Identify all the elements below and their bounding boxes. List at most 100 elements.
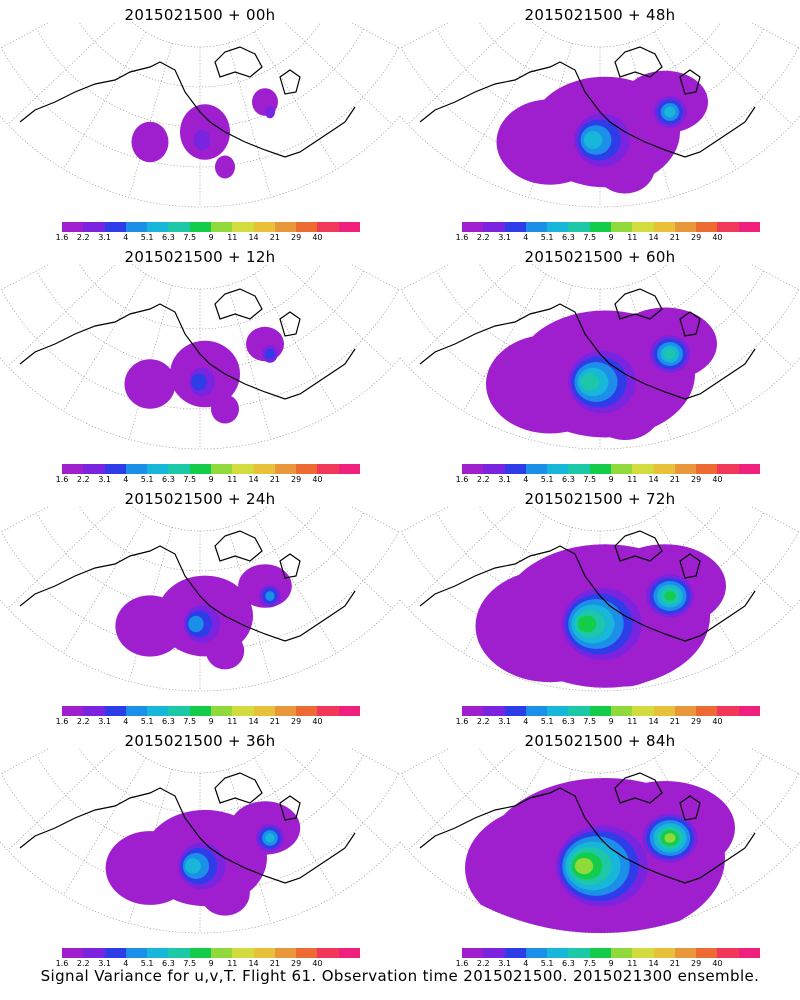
colorbar-tick-label: 14 <box>248 233 259 242</box>
colorbar-tick-label: 29 <box>691 959 702 968</box>
colorbar-tick-label: 4 <box>523 959 529 968</box>
colorbar-tick-label: 4 <box>123 233 129 242</box>
colorbar-swatch <box>674 948 697 958</box>
colorbar-tick-label: 3.1 <box>98 959 111 968</box>
colorbar-swatch <box>717 464 739 474</box>
colorbar-swatch <box>338 222 360 232</box>
colorbar-swatch <box>232 706 254 716</box>
colorbar-swatch <box>589 948 611 958</box>
colorbar-swatch <box>610 222 633 232</box>
colorbar <box>62 706 360 716</box>
variance-region <box>577 615 597 633</box>
colorbar-swatch <box>232 222 254 232</box>
coastline <box>419 530 756 642</box>
colorbar-tick-label: 21 <box>269 233 280 242</box>
forecast-panel: 2015021500 + 60h 1.6 2.2 3.1 4 5.1 6.3 7.5 9 11 14… <box>400 242 800 484</box>
colorbar-tick-label: 2.2 <box>76 717 90 726</box>
colorbar-swatch <box>610 948 633 958</box>
colorbar-tick-label: 2.2 <box>476 233 490 242</box>
forecast-panel: 2015021500 + 48h 1.6 2.2 3.1 4 5.1 6.3 7.5 9 11 14… <box>400 0 800 242</box>
colorbar-swatch <box>696 222 718 232</box>
colorbar-tick-label: 1.6 <box>55 717 69 726</box>
colorbar-swatch <box>589 464 611 474</box>
colorbar-tick-label: 21 <box>669 959 680 968</box>
colorbar-swatch <box>462 464 484 474</box>
colorbar-swatch <box>568 948 590 958</box>
variance-region <box>265 833 275 843</box>
colorbar-tick-label: 9 <box>608 475 614 484</box>
colorbar-swatch <box>632 706 654 716</box>
colorbar-tick-label: 11 <box>627 233 638 242</box>
colorbar-ticks: 1.6 2.2 3.1 4 5.1 6.3 7.5 9 11 14 21 29 40 <box>56 475 360 486</box>
colorbar-tick-label: 2.2 <box>476 717 490 726</box>
variance-region-low <box>215 155 235 179</box>
colorbar-swatch <box>610 706 633 716</box>
colorbar-swatch <box>83 464 105 474</box>
panel-title: 2015021500 + 00h <box>124 6 276 24</box>
colorbar-tick-label: 29 <box>291 233 302 242</box>
colorbar-tick-label: 9 <box>608 717 614 726</box>
colorbar-tick-label: 7.5 <box>183 233 197 242</box>
colorbar-tick-label: 4 <box>523 717 529 726</box>
forecast-panel: 2015021500 + 84h 1.6 2.2 3.1 4 5.1 6.3 7.5 9 11 14… <box>400 726 800 968</box>
colorbar-tick-label: 2.2 <box>476 475 490 484</box>
colorbar-swatch <box>483 464 505 474</box>
colorbar-tick-label: 7.5 <box>183 717 197 726</box>
colorbar-swatch <box>462 706 484 716</box>
colorbar-tick-label: 21 <box>269 959 280 968</box>
colorbar-swatch <box>547 948 569 958</box>
colorbar-swatch <box>296 706 318 716</box>
colorbar-tick-label: 7.5 <box>583 475 597 484</box>
colorbar-tick-label: 3.1 <box>98 717 111 726</box>
variance-region <box>193 129 211 151</box>
colorbar-swatch <box>547 464 569 474</box>
colorbar-swatch <box>189 948 211 958</box>
colorbar-swatch <box>62 222 84 232</box>
colorbar-tick-label: 5.1 <box>140 475 154 484</box>
colorbar-swatch <box>83 222 105 232</box>
colorbar-tick-label: 14 <box>648 717 659 726</box>
colorbar-tick-label: 7.5 <box>183 959 197 968</box>
colorbar-tick-label: 11 <box>627 717 638 726</box>
colorbar-tick-label: 9 <box>608 233 614 242</box>
colorbar-tick-label: 2.2 <box>476 959 490 968</box>
colorbar-tick-label: 6.3 <box>162 959 175 968</box>
colorbar <box>462 948 760 958</box>
colorbar-tick-label: 9 <box>208 717 214 726</box>
colorbar-swatch <box>274 948 297 958</box>
colorbar-swatch <box>296 948 318 958</box>
colorbar-swatch <box>738 706 760 716</box>
colorbar-swatch <box>253 222 275 232</box>
colorbar-tick-label: 5.1 <box>140 233 154 242</box>
variance-region <box>574 857 594 875</box>
variance-region <box>664 591 676 601</box>
colorbar-ticks: 1.6 2.2 3.1 4 5.1 6.3 7.5 9 11 14 21 29 40 <box>456 233 760 244</box>
forecast-panel: 2015021500 + 24h 1.6 2.2 3.1 4 5.1 6.3 7.5 9 11 14… <box>0 484 400 726</box>
colorbar-swatch <box>210 948 233 958</box>
colorbar-swatch <box>674 464 697 474</box>
colorbar-swatch <box>610 464 633 474</box>
colorbar-swatch <box>317 464 339 474</box>
colorbar-tick-label: 3.1 <box>98 233 111 242</box>
variance-region <box>664 106 676 118</box>
colorbar-tick-label: 6.3 <box>162 717 175 726</box>
colorbar-tick-label: 2.2 <box>76 475 90 484</box>
colorbar-ticks: 1.6 2.2 3.1 4 5.1 6.3 7.5 9 11 14 21 29 40 <box>56 233 360 244</box>
colorbar-swatch <box>147 706 169 716</box>
colorbar-swatch <box>189 706 211 716</box>
colorbar-swatch <box>296 464 318 474</box>
colorbar-swatch <box>189 464 211 474</box>
variance-field <box>115 564 292 670</box>
colorbar-tick-label: 5.1 <box>540 475 554 484</box>
colorbar-swatch <box>674 222 697 232</box>
variance-field <box>486 307 717 440</box>
colorbar-swatch <box>483 948 505 958</box>
colorbar-swatch <box>525 222 548 232</box>
forecast-panel: 2015021500 + 12h 1.6 2.2 3.1 4 5.1 6.3 7.5 9 11 14… <box>0 242 400 484</box>
colorbar-tick-label: 11 <box>627 475 638 484</box>
colorbar-swatch <box>717 222 739 232</box>
figure-caption: Signal Variance for u,v,T. Flight 61. Ob… <box>40 967 760 985</box>
colorbar-swatch <box>547 706 569 716</box>
panel-title: 2015021500 + 48h <box>524 6 676 24</box>
colorbar-swatch <box>738 948 760 958</box>
